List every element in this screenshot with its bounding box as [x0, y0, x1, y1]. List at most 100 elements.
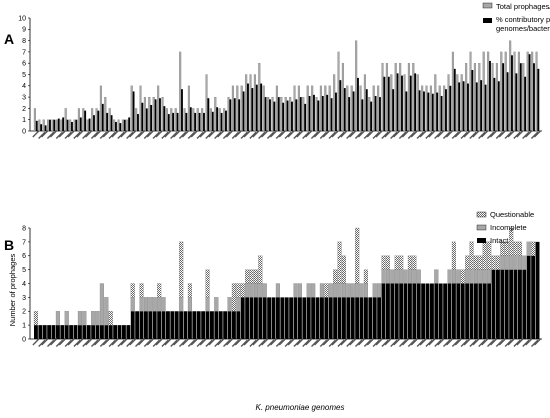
bar-incomplete: [214, 297, 219, 312]
legend-label-contributory-line1: % contributory prophage: [496, 15, 550, 24]
bar-questionable: [478, 255, 483, 270]
bar-intact: [144, 311, 148, 339]
bar-intact: [276, 297, 280, 339]
panel-a-x-tick-label: [275, 131, 284, 139]
panel-a-x-tick-label: [93, 130, 102, 138]
panel-b-x-tick-label: [182, 338, 190, 346]
bar-incomplete: [416, 269, 421, 284]
legend-label-incomplete: Incomplete: [490, 223, 527, 232]
panel-b-x-tick-label: [425, 339, 433, 347]
bar-total-prophages: [209, 108, 212, 132]
panel-b-x-tick-label: [278, 338, 287, 346]
bar-contributory-prophages: [189, 107, 192, 131]
panel-b-x-tick-label: [252, 338, 260, 346]
bar-incomplete: [99, 283, 104, 326]
bar-incomplete: [465, 269, 470, 284]
panel-a-x-tick-label: [190, 130, 199, 138]
bar-intact: [460, 283, 465, 339]
legend-swatch-intact: [477, 238, 486, 243]
bar-total-prophages: [38, 119, 41, 132]
bar-total-prophages: [258, 63, 261, 132]
bar-contributory-prophages: [528, 54, 531, 131]
panel-b-x-tick-label: [460, 339, 468, 347]
panel-a-x-tick-label: [498, 130, 507, 138]
bar-intact: [469, 283, 474, 339]
panel-b-x-tick-label: [205, 339, 213, 347]
bar-contributory-prophages: [374, 95, 377, 131]
bar-total-prophages: [513, 51, 516, 132]
bar-contributory-prophages: [88, 118, 91, 131]
panel-a-x-tick-label: [152, 131, 160, 139]
panel-a-x-tick-label: [58, 130, 67, 138]
bar-total-prophages: [267, 96, 270, 132]
bar-incomplete: [469, 269, 474, 284]
bar-intact: [350, 297, 355, 339]
panel-b-x-tick-label: [111, 338, 119, 346]
panel-b-x-tick-label: [314, 338, 322, 346]
bar-incomplete: [91, 311, 96, 326]
panel-b-x-tick-label: [516, 338, 524, 346]
bar-contributory-prophages: [453, 68, 456, 131]
bar-contributory-prophages: [475, 82, 478, 131]
bar-contributory-prophages: [79, 117, 82, 131]
panel-b-x-tick-label: [443, 339, 451, 347]
bar-intact: [509, 269, 514, 339]
panel-a-x-tick-label: [437, 130, 445, 138]
panel-b-y-tick-label: 0: [22, 336, 26, 343]
bar-incomplete: [179, 297, 184, 312]
panel-a-x-tick-label: [269, 130, 278, 138]
bar-total-prophages: [522, 63, 525, 132]
bar-contributory-prophages: [154, 99, 157, 131]
bar-contributory-prophages: [132, 91, 135, 131]
bar-intact: [117, 325, 122, 339]
bar-questionable: [531, 241, 536, 256]
bar-incomplete: [311, 283, 316, 298]
bar-total-prophages: [187, 85, 190, 132]
panel-b-x-tick-label: [531, 339, 539, 347]
panel-a-x-tick-label: [49, 130, 58, 138]
panel-a-x-tick-label: [340, 130, 348, 138]
bar-incomplete: [262, 283, 267, 298]
bar-contributory-prophages: [115, 121, 117, 131]
bar-incomplete: [319, 283, 324, 298]
bar-contributory-prophages: [273, 101, 276, 131]
bar-intact: [170, 311, 175, 339]
bar-contributory-prophages: [185, 112, 188, 131]
bar-contributory-prophages: [379, 97, 381, 131]
bar-contributory-prophages: [365, 89, 368, 131]
bar-total-prophages: [311, 85, 314, 132]
legend-label-intact: Intact: [490, 236, 509, 245]
bar-incomplete: [152, 297, 157, 312]
bar-intact: [513, 269, 518, 339]
bar-contributory-prophages: [511, 55, 513, 131]
bar-intact: [491, 269, 496, 339]
panel-a-x-tick-label: [73, 131, 81, 139]
panel-a-x-tick-label: [137, 130, 146, 138]
bar-contributory-prophages: [313, 94, 315, 131]
bar-total-prophages: [491, 63, 494, 132]
bar-intact: [73, 325, 78, 339]
panel-a-y-tick-label: 3: [22, 95, 26, 102]
bar-questionable: [473, 255, 478, 270]
bar-contributory-prophages: [229, 99, 232, 131]
bar-total-prophages: [531, 51, 534, 132]
bar-intact: [100, 325, 104, 339]
bar-total-prophages: [394, 63, 397, 132]
bar-total-prophages: [407, 63, 410, 132]
bar-intact: [258, 297, 263, 339]
bar-intact: [38, 325, 43, 339]
bar-total-prophages: [196, 108, 199, 132]
bar-incomplete: [143, 297, 148, 312]
bar-total-prophages: [55, 119, 58, 132]
bar-contributory-prophages: [533, 63, 535, 132]
bar-questionable: [355, 227, 360, 284]
panel-b-x-tick-label: [234, 338, 243, 346]
bar-intact: [355, 297, 360, 339]
bar-total-prophages: [104, 96, 107, 132]
bar-total-prophages: [500, 51, 503, 132]
panel-b-x-tick-label: [146, 338, 155, 346]
bar-contributory-prophages: [264, 97, 267, 131]
panel-b-x-tick-label: [275, 339, 284, 347]
bar-contributory-prophages: [524, 76, 527, 131]
bar-intact: [452, 283, 456, 339]
